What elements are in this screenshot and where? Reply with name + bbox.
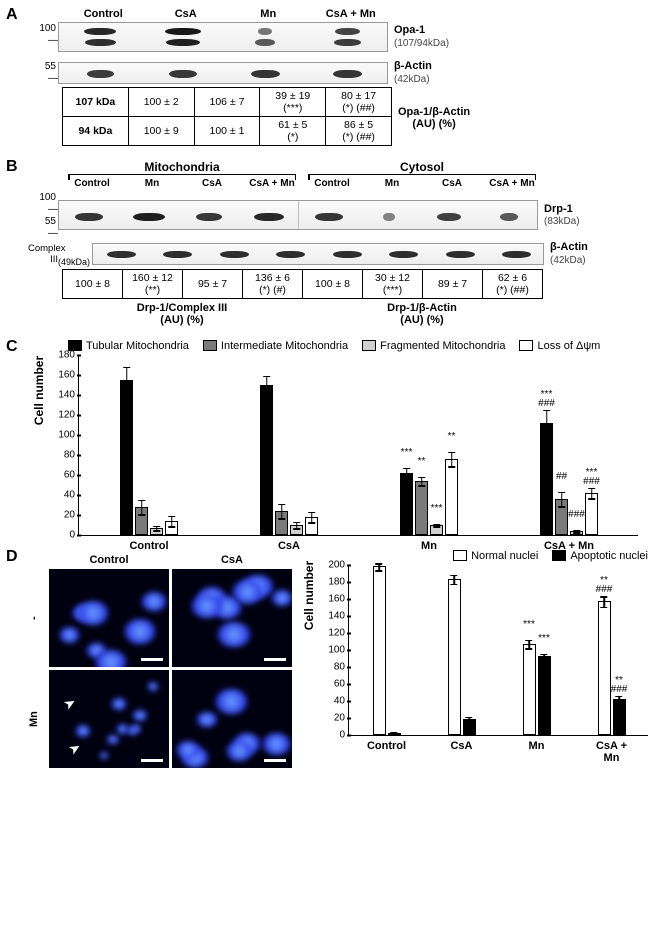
- panel-b-fraction-labels: MitochondriaCytosol: [62, 160, 640, 178]
- fraction-label: Mitochondria: [62, 160, 302, 178]
- micrograph-col-header: Control: [49, 554, 169, 566]
- bar: ***: [523, 644, 536, 735]
- protein-label-drp1: Drp-1(83kDa): [538, 203, 608, 228]
- bar: [290, 525, 303, 535]
- bar: [463, 719, 476, 734]
- panel-a-opa1-row: 100— Opa-1(107/94kDa): [28, 22, 640, 52]
- bar: ** ###: [598, 601, 611, 734]
- legend-item: Intermediate Mitochondria: [203, 340, 348, 352]
- micrograph-row-header: Mn: [28, 670, 46, 768]
- bar: *** ###: [585, 493, 598, 535]
- panel-a-quant-table: 107 kDa100 ± 2106 ± 739 ± 19 (***)80 ± 1…: [62, 87, 392, 146]
- condition-label: Control: [62, 8, 145, 20]
- panel-c: C Tubular MitochondriaIntermediate Mitoc…: [10, 340, 640, 536]
- condition-label: Control: [302, 178, 362, 189]
- condition-label: CsA + Mn: [482, 178, 542, 189]
- protein-label-opa1: Opa-1(107/94kDa): [388, 24, 458, 49]
- panel-c-chart: Cell number 020406080100120140160180Cont…: [78, 356, 640, 536]
- legend-item: Fragmented Mitochondria: [362, 340, 505, 352]
- legend-item: Normal nuclei: [453, 550, 538, 562]
- panel-b-condition-labels: ControlMnCsACsA + MnControlMnCsACsA + Mn: [62, 178, 640, 189]
- mw-marker: 55: [30, 61, 56, 72]
- protein-label-actin-b: β-Actin(42kDa): [544, 241, 614, 266]
- bar: [150, 528, 163, 535]
- bar: [373, 566, 386, 734]
- panel-c-legend: Tubular Mitochondria Intermediate Mitocho…: [68, 340, 640, 352]
- panel-d: D ControlCsA-Mn➤➤ Normal nucleiApoptotic…: [10, 550, 640, 768]
- condition-label: Mn: [362, 178, 422, 189]
- fraction-label: Cytosol: [302, 160, 542, 178]
- micrograph: ➤➤: [49, 670, 169, 768]
- bar: [120, 380, 133, 535]
- condition-label: Control: [62, 178, 122, 189]
- panel-d-chart: Cell number 020406080100120140160180200C…: [348, 566, 648, 736]
- bar: *** ###: [540, 423, 553, 535]
- protein-label-actin: β-Actin(42kDa): [388, 60, 458, 85]
- panel-a-actin-row: 55— β-Actin(42kDa): [28, 60, 640, 85]
- panel-b: B MitochondriaCytosol ControlMnCsACsA + …: [10, 160, 640, 325]
- bar: ** ###: [613, 699, 626, 735]
- panel-b-letter: B: [6, 158, 18, 176]
- legend-item: Apoptotic nuclei: [552, 550, 648, 562]
- condition-label: Mn: [227, 8, 310, 20]
- bar: ###: [570, 531, 583, 535]
- legend-item: Loss of Δψm: [519, 340, 600, 352]
- bar: **: [415, 481, 428, 535]
- panel-a: A ControlCsAMnCsA + Mn 100— Opa-1(107/94…: [10, 8, 640, 146]
- bar: [305, 517, 318, 535]
- arrow-icon: ➤: [61, 693, 80, 714]
- panel-a-letter: A: [6, 6, 18, 24]
- panel-c-letter: C: [6, 338, 18, 356]
- panel-b-quant-table: 100 ± 8160 ± 12 (**)95 ± 7136 ± 6 (*) (#…: [62, 269, 543, 299]
- bar: ##: [555, 499, 568, 535]
- mw-marker: 100: [30, 23, 56, 34]
- condition-label: CsA: [182, 178, 242, 189]
- panel-d-legend: Normal nuclei Apoptotic nuclei: [332, 550, 648, 562]
- micrograph-row-header: -: [28, 569, 46, 667]
- micrograph: [172, 569, 292, 667]
- bar: ***: [400, 473, 413, 535]
- panel-d-letter: D: [6, 548, 18, 566]
- panel-d-micrographs: ControlCsA-Mn➤➤: [28, 550, 292, 768]
- bar: ***: [538, 656, 551, 734]
- micrograph: [172, 670, 292, 768]
- condition-label: Mn: [122, 178, 182, 189]
- bar: [260, 385, 273, 535]
- panel-b-loading-row: Complex III (49kDa) β-Actin(42kDa): [28, 241, 640, 266]
- bar: [135, 507, 148, 535]
- panel-b-drp1-row: 100— 55— Drp-1(83kDa): [28, 191, 640, 239]
- bar: [275, 511, 288, 535]
- panel-a-condition-labels: ControlCsAMnCsA + Mn: [62, 8, 640, 20]
- bar: [448, 579, 461, 735]
- panel-a-ratio-label: Opa-1/β-Actin (AU) (%): [398, 106, 470, 130]
- bar: [388, 733, 401, 735]
- condition-label: CsA: [422, 178, 482, 189]
- arrow-icon: ➤: [66, 738, 85, 759]
- micrograph: [49, 569, 169, 667]
- bar: **: [445, 459, 458, 535]
- bar: ***: [430, 525, 443, 535]
- condition-label: CsA + Mn: [310, 8, 393, 20]
- legend-item: Tubular Mitochondria: [68, 340, 189, 352]
- bar: [165, 521, 178, 535]
- micrograph-col-header: CsA: [172, 554, 292, 566]
- condition-label: CsA: [145, 8, 228, 20]
- condition-label: CsA + Mn: [242, 178, 302, 189]
